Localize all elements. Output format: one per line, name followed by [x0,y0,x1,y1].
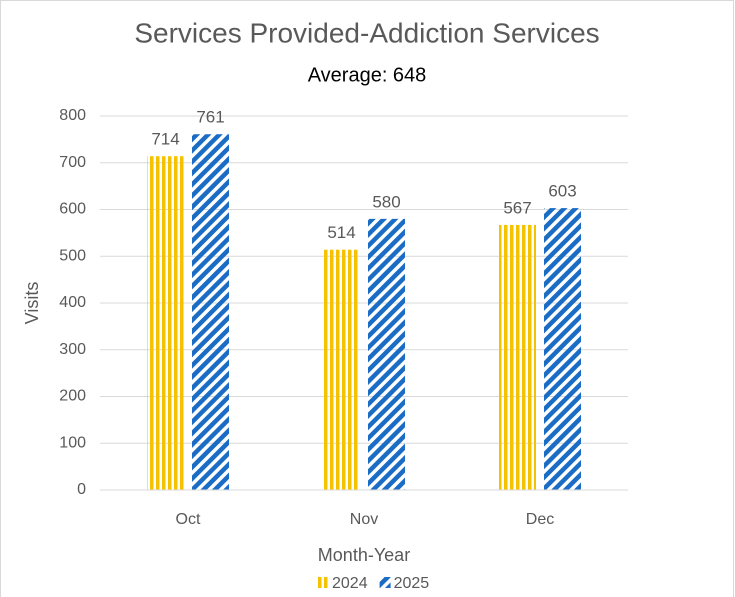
bar [147,156,184,490]
data-label: 567 [503,198,531,217]
y-tick-label: 600 [59,201,86,218]
legend-swatch [318,577,329,588]
legend-swatch [379,577,391,588]
bar [499,224,536,491]
y-tick-label: 300 [59,341,86,358]
y-tick-label: 500 [59,247,86,264]
data-label: 580 [372,192,400,211]
x-tick-label: Dec [526,511,554,528]
y-tick-label: 800 [59,107,86,124]
chart-subtitle: Average: 648 [308,64,427,86]
y-tick-label: 0 [77,481,86,498]
bar [368,218,405,490]
legend-label: 2024 [332,575,368,592]
data-label: 603 [548,182,576,201]
x-tick-label: Nov [350,511,378,528]
y-tick-label: 700 [59,154,86,171]
y-tick-label: 100 [59,434,86,451]
data-label: 714 [151,130,179,149]
chart-title: Services Provided-Addiction Services [134,17,599,48]
bar [192,134,229,491]
legend-label: 2025 [394,575,430,592]
y-axis-title: Visits [22,282,42,325]
x-tick-label: Oct [176,511,201,528]
bar [323,249,360,490]
y-tick-label: 200 [59,388,86,405]
data-label: 761 [196,108,224,127]
x-axis-title: Month-Year [318,545,410,565]
data-label: 514 [327,223,355,242]
bar [544,208,581,490]
y-tick-label: 400 [59,294,86,311]
